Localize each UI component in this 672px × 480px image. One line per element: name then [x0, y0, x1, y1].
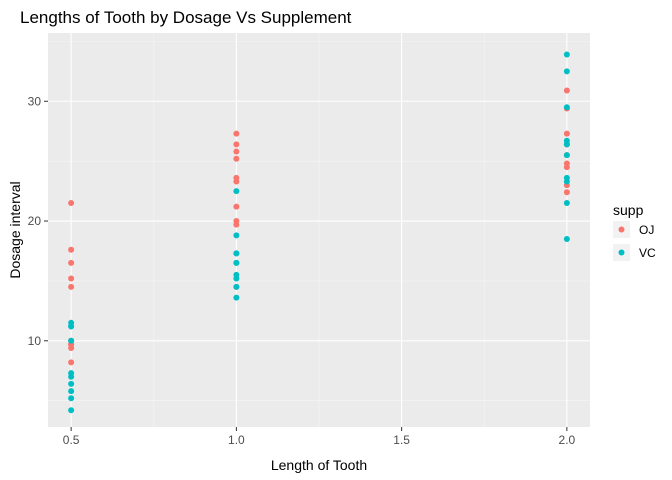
- minor-gridlines: [48, 33, 590, 427]
- data-point-vc: [233, 188, 240, 195]
- x-axis-ticks: 0.5 1.0 1.5 2.0: [63, 427, 576, 447]
- data-point-oj: [233, 148, 240, 155]
- x-tick-label: 2.0: [559, 433, 576, 447]
- data-point-oj: [233, 130, 240, 137]
- data-point-oj: [68, 246, 75, 253]
- legend-key-vc: [618, 249, 625, 256]
- data-point-oj: [233, 174, 240, 181]
- data-point-vc: [233, 232, 240, 239]
- data-point-oj: [68, 359, 75, 366]
- data-point-oj: [563, 160, 570, 167]
- data-point-vc: [233, 250, 240, 257]
- legend-title: supp: [613, 202, 644, 218]
- data-point-oj: [68, 259, 75, 266]
- data-point-vc: [233, 271, 240, 278]
- y-tick-label: 20: [28, 214, 42, 228]
- data-points: [68, 51, 570, 414]
- data-point-vc: [68, 380, 75, 387]
- data-point-oj: [563, 87, 570, 94]
- data-point-vc: [233, 294, 240, 301]
- data-point-oj: [233, 155, 240, 162]
- major-gridlines: [48, 33, 590, 427]
- data-point-vc: [68, 395, 75, 402]
- x-tick-label: 0.5: [63, 433, 80, 447]
- data-point-oj: [68, 275, 75, 282]
- data-point-vc: [68, 323, 75, 330]
- y-tick-label: 10: [28, 334, 42, 348]
- data-point-vc: [563, 152, 570, 159]
- data-point-vc: [563, 51, 570, 58]
- data-point-oj: [233, 218, 240, 225]
- data-point-vc: [563, 104, 570, 111]
- data-point-vc: [68, 407, 75, 414]
- y-axis-title: Dosage interval: [7, 181, 23, 278]
- y-tick-label: 30: [28, 94, 42, 108]
- chart-title: Lengths of Tooth by Dosage Vs Supplement: [20, 8, 352, 27]
- data-point-vc: [563, 68, 570, 75]
- data-point-vc: [563, 178, 570, 185]
- data-point-vc: [563, 200, 570, 207]
- legend: supp OJ VC: [613, 202, 656, 261]
- data-point-oj: [68, 200, 75, 207]
- data-point-oj: [68, 283, 75, 290]
- legend-items: OJ VC: [613, 221, 656, 261]
- data-point-oj: [233, 141, 240, 148]
- data-point-vc: [233, 259, 240, 266]
- data-point-oj: [563, 130, 570, 137]
- x-axis-title: Length of Tooth: [271, 457, 367, 473]
- x-tick-label: 1.5: [393, 433, 410, 447]
- data-point-vc: [68, 388, 75, 395]
- data-point-vc: [563, 137, 570, 144]
- data-point-oj: [233, 203, 240, 210]
- x-tick-label: 1.0: [228, 433, 245, 447]
- data-point-vc: [68, 373, 75, 380]
- y-axis-ticks: 10 20 30: [28, 94, 48, 348]
- legend-label-oj: OJ: [639, 223, 654, 237]
- legend-label-vc: VC: [639, 246, 656, 260]
- data-point-vc: [563, 235, 570, 242]
- data-point-vc: [233, 283, 240, 290]
- data-point-vc: [68, 337, 75, 344]
- data-point-oj: [563, 189, 570, 196]
- legend-key-oj: [618, 226, 625, 233]
